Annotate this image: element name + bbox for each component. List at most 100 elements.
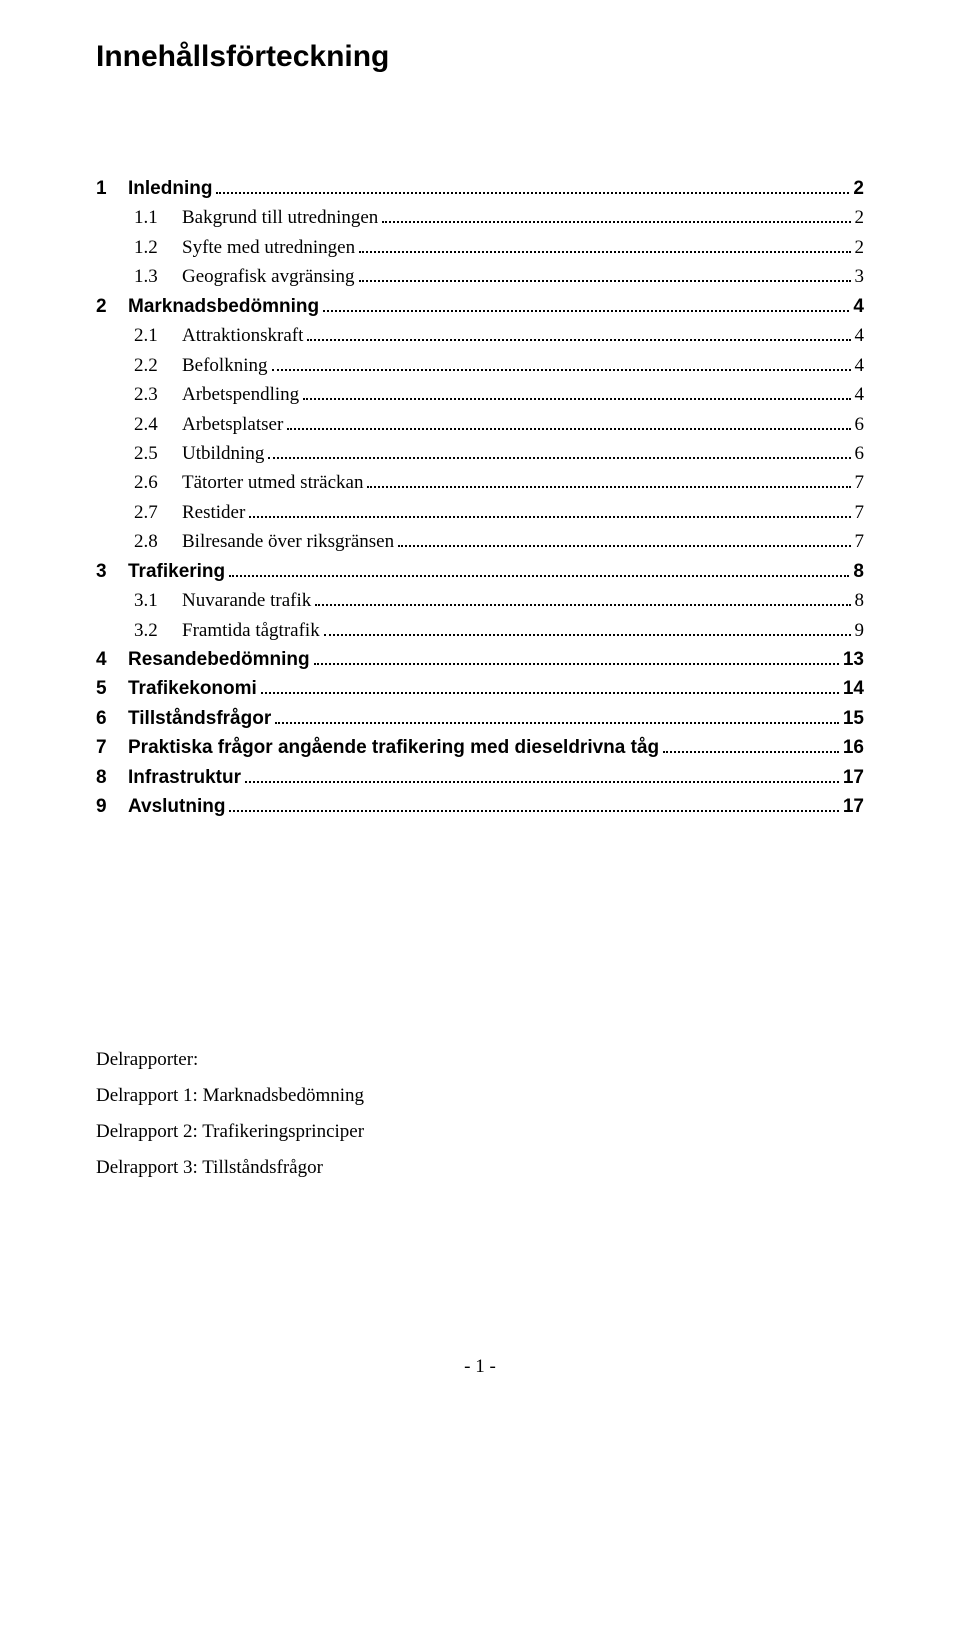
toc-leader [216,182,849,194]
toc-leader [272,358,851,370]
toc-entry-label: Infrastruktur [128,763,241,792]
toc-entry-number: 1.3 [134,262,182,291]
toc-entry-page: 4 [855,380,865,409]
toc-leader [303,388,850,400]
appendix-item: Delrapport 2: Trafikeringsprinciper [96,1114,864,1150]
toc-leader [359,240,850,252]
toc-entry-number: 2.3 [134,380,182,409]
toc-entry-lvl1: 5Trafikekonomi14 [96,674,864,703]
toc-entry-label: Nuvarande trafik [182,586,311,615]
appendix-item: Delrapport 1: Marknadsbedömning [96,1078,864,1114]
toc-entry-lvl2: 1.3Geografisk avgränsing3 [96,262,864,291]
toc-leader [245,770,839,782]
toc-entry-number: 2 [96,292,128,321]
toc-entry-lvl1: 3Trafikering 8 [96,557,864,586]
page-number: - 1 - [96,1356,864,1378]
toc-entry-page: 2 [853,174,864,203]
toc-entry-label: Bakgrund till utredningen [182,203,378,232]
toc-entry-lvl2: 2.3Arbetspendling 4 [96,380,864,409]
toc-entry-number: 3.2 [134,616,182,645]
toc-entry-page: 7 [855,498,865,527]
toc-leader [314,653,839,665]
toc-entry-page: 15 [843,704,864,733]
toc-entry-page: 4 [855,321,865,350]
toc-leader [323,299,849,311]
toc-entry-label: Syfte med utredningen [182,233,355,262]
toc-leader [315,594,850,606]
toc-leader [275,711,839,723]
toc-entry-label: Avslutning [128,792,225,821]
toc-entry-lvl2: 2.7Restider7 [96,498,864,527]
toc-entry-number: 8 [96,763,128,792]
toc-leader [287,417,850,429]
toc-entry-label: Arbetsplatser [182,410,283,439]
toc-entry-number: 1 [96,174,128,203]
toc-entry-lvl2: 3.2Framtida tågtrafik9 [96,616,864,645]
toc-entry-page: 17 [843,763,864,792]
toc-entry-lvl1: 7Praktiska frågor angående trafikering m… [96,733,864,762]
toc-entry-label: Tillståndsfrågor [128,704,271,733]
toc-entry-page: 7 [855,468,865,497]
toc-entry-number: 6 [96,704,128,733]
toc-entry-number: 2.1 [134,321,182,350]
toc-entry-lvl2: 1.2Syfte med utredningen 2 [96,233,864,262]
toc-entry-label: Trafikering [128,557,225,586]
toc-entry-page: 2 [855,233,865,262]
toc-entry-page: 14 [843,674,864,703]
toc-entry-lvl2: 2.1Attraktionskraft 4 [96,321,864,350]
toc-entry-label: Arbetspendling [182,380,299,409]
toc-entry-label: Inledning [128,174,212,203]
toc-entry-page: 8 [853,557,864,586]
toc-entry-number: 3 [96,557,128,586]
appendix-block: Delrapporter: Delrapport 1: Marknadsbedö… [96,1042,864,1186]
toc-entry-lvl2: 2.4Arbetsplatser6 [96,410,864,439]
toc-entry-page: 8 [855,586,865,615]
toc-entry-lvl2: 2.8Bilresande över riksgränsen7 [96,527,864,556]
toc-leader [382,211,850,223]
toc-entry-number: 1.1 [134,203,182,232]
toc-entry-lvl2: 2.2Befolkning 4 [96,351,864,380]
toc-entry-lvl1: 9Avslutning17 [96,792,864,821]
toc-entry-label: Tätorter utmed sträckan [182,468,363,497]
toc-entry-label: Praktiska frågor angående trafikering me… [128,733,659,762]
toc-entry-lvl2: 2.6Tätorter utmed sträckan7 [96,468,864,497]
toc-leader [268,447,850,459]
page-title: Innehållsförteckning [96,40,864,74]
toc-entry-number: 1.2 [134,233,182,262]
toc-entry-label: Geografisk avgränsing [182,262,355,291]
appendix-item: Delrapport 3: Tillståndsfrågor [96,1150,864,1186]
toc-entry-number: 2.8 [134,527,182,556]
toc-entry-lvl2: 1.1Bakgrund till utredningen2 [96,203,864,232]
toc-leader [663,741,839,753]
toc-entry-label: Framtida tågtrafik [182,616,320,645]
toc-entry-page: 16 [843,733,864,762]
toc-leader [367,476,850,488]
toc-entry-label: Befolkning [182,351,268,380]
toc-leader [324,623,851,635]
toc-entry-lvl2: 3.1Nuvarande trafik 8 [96,586,864,615]
toc-entry-label: Resandebedömning [128,645,310,674]
toc-entry-number: 5 [96,674,128,703]
toc-entry-number: 3.1 [134,586,182,615]
toc-leader [229,800,838,812]
appendix-heading: Delrapporter: [96,1042,864,1078]
toc-leader [249,505,850,517]
toc-entry-page: 6 [855,439,865,468]
toc-entry-page: 6 [855,410,865,439]
toc-leader [307,329,850,341]
toc-entry-number: 2.5 [134,439,182,468]
toc-entry-page: 4 [855,351,865,380]
toc-entry-lvl1: 2Marknadsbedömning 4 [96,292,864,321]
toc-entry-page: 4 [853,292,864,321]
toc-entry-number: 4 [96,645,128,674]
toc-entry-number: 2.2 [134,351,182,380]
table-of-contents: 1Inledning21.1Bakgrund till utredningen2… [96,174,864,822]
toc-entry-label: Restider [182,498,245,527]
toc-entry-label: Marknadsbedömning [128,292,319,321]
toc-entry-lvl1: 6Tillståndsfrågor 15 [96,704,864,733]
toc-entry-lvl1: 1Inledning 2 [96,174,864,203]
toc-leader [359,270,851,282]
toc-leader [261,682,839,694]
toc-leader [398,535,850,547]
toc-entry-label: Attraktionskraft [182,321,303,350]
